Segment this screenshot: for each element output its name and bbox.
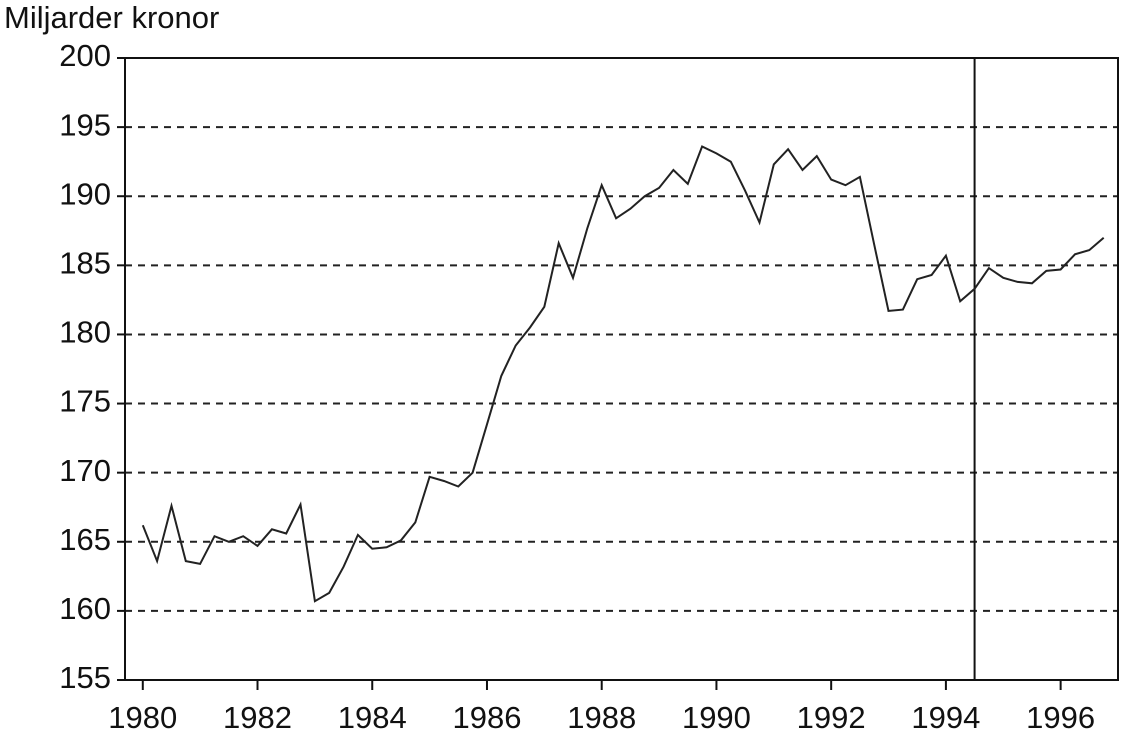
x-tick-label: 1982 [223,700,292,735]
x-tick-label: 1984 [338,700,407,735]
y-tick-label: 165 [59,522,111,557]
y-tick-label: 195 [59,107,111,142]
plot-frame [124,57,1119,681]
x-tick-label: 1988 [567,700,636,735]
y-tick-label: 175 [59,384,111,419]
x-tick-label: 1986 [452,700,521,735]
y-tick-label: 160 [59,591,111,626]
y-axis-label: Miljarder kronor [4,0,219,35]
x-tick-label: 1996 [1026,700,1095,735]
y-tick-label: 185 [59,246,111,281]
x-tick-label: 1980 [108,700,177,735]
y-tick-label: 170 [59,453,111,488]
x-tick-label: 1992 [797,700,866,735]
x-tick-label: 1990 [682,700,751,735]
x-tick-label: 1994 [911,700,980,735]
y-tick-label: 190 [59,176,111,211]
y-tick-label: 155 [59,660,111,695]
y-tick-label: 200 [59,38,111,73]
data-line [141,145,1105,603]
y-tick-label: 180 [59,315,111,350]
